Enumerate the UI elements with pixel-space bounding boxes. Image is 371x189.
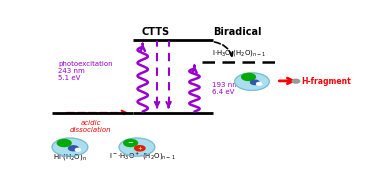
Text: HI·(H$_2$O)$_n$: HI·(H$_2$O)$_n$ [53,152,87,162]
Text: H-fragment: H-fragment [301,77,351,86]
Circle shape [250,80,259,84]
Circle shape [135,146,145,151]
Circle shape [242,74,255,81]
Circle shape [124,139,138,146]
Circle shape [292,79,300,83]
Text: I·H$_3$O·(H$_2$O)$_{n-1}$: I·H$_3$O·(H$_2$O)$_{n-1}$ [212,48,266,58]
Text: CTTS: CTTS [142,27,170,37]
Text: I$^-$·H$_3$O$^+$·(H$_2$O)$_{n-1}$: I$^-$·H$_3$O$^+$·(H$_2$O)$_{n-1}$ [109,151,176,162]
Circle shape [75,148,81,151]
Circle shape [69,146,78,151]
Text: +: + [137,146,142,151]
Text: acidic
dissociation: acidic dissociation [70,120,112,133]
Circle shape [52,138,88,156]
Circle shape [257,82,262,85]
Circle shape [57,139,71,146]
Text: −: − [128,140,134,146]
Text: 193 nm
6.4 eV: 193 nm 6.4 eV [212,82,239,95]
Text: Biradical: Biradical [213,27,262,37]
Circle shape [119,138,155,156]
Text: photoexcitation
243 nm
5.1 eV: photoexcitation 243 nm 5.1 eV [58,61,112,81]
Circle shape [235,73,269,90]
